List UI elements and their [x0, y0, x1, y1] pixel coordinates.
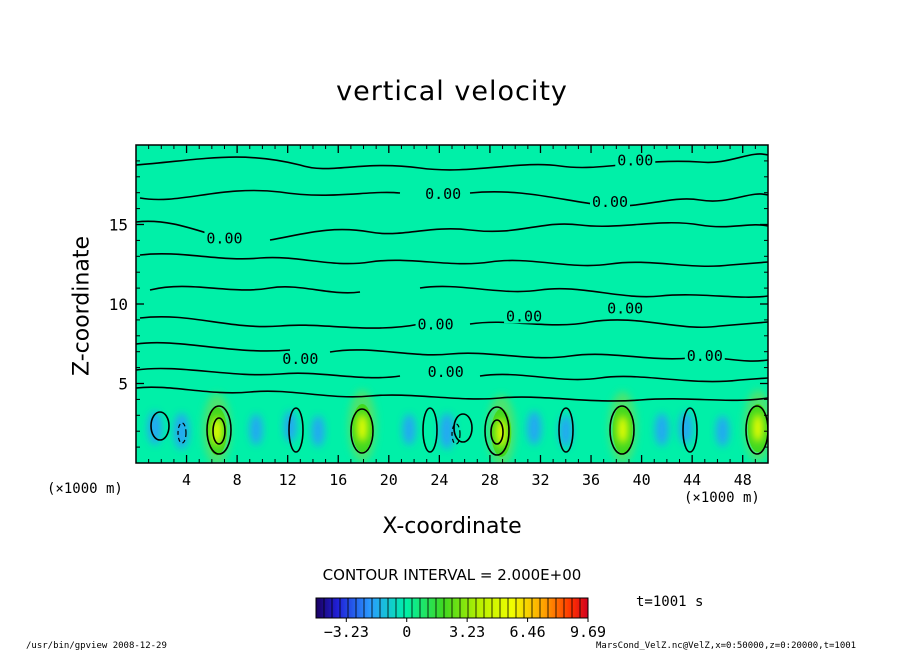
x-tick-label: 8 [233, 471, 242, 489]
x-unit-left-label: (×1000 m) [47, 481, 123, 497]
colorbar-ticks: −3.23 0 3.23 6.46 9.69 [315, 598, 606, 641]
x-tick-label: 16 [329, 471, 347, 489]
x-axis-label: X-coordinate [382, 514, 522, 539]
contour-label-bg [605, 301, 646, 316]
contour-label-bg [425, 364, 466, 379]
contour-value-label: 0.00 [506, 307, 542, 325]
contour-value-label: 0.00 [206, 229, 242, 247]
contour-label-bg [684, 349, 725, 364]
updraft-core [752, 414, 763, 443]
x-tick-label: 4 [182, 471, 191, 489]
contour-label-bg [415, 317, 456, 332]
x-tick-label: 44 [683, 471, 701, 489]
downdraft-cell [249, 414, 263, 446]
contour-value-label: 0.00 [428, 363, 464, 381]
colorbar-tick-label: 6.46 [510, 623, 546, 641]
updraft-core [496, 418, 507, 447]
x-tick-label: 20 [380, 471, 398, 489]
contour-value-label: 0.00 [607, 299, 643, 317]
downdraft-cell [311, 415, 325, 447]
contour-value-label: 0.00 [418, 315, 454, 333]
updraft-core [617, 415, 628, 444]
x-tick-label: 36 [582, 471, 600, 489]
colorbar-tick-label: 9.69 [570, 623, 606, 641]
time-label: t=1001 s [636, 594, 704, 610]
colorbar-tick-label: 0 [402, 623, 411, 641]
downdraft-cell [402, 414, 416, 446]
downdraft-cell [715, 415, 730, 447]
contour-interval-label: CONTOUR INTERVAL = 2.000E+00 [322, 566, 582, 584]
downdraft-cell [558, 414, 573, 448]
footer-source-label: MarsCond_VelZ.nc@VelZ,x=0:50000,z=0:2000… [596, 641, 857, 651]
updraft-core [357, 414, 368, 443]
contour-label-bg [615, 153, 656, 168]
downdraft-cell [654, 413, 669, 446]
contour-labels: 0.00 0.00 0.00 0.00 0.00 0.00 0.00 0.00 0.00 0.00 [204, 151, 725, 381]
contour-label-bg [280, 352, 321, 367]
contour-label-bg [204, 231, 245, 246]
colorbar-tick-label: 3.23 [449, 623, 485, 641]
x-tick-label: 48 [734, 471, 752, 489]
contour-label-bg [590, 194, 630, 209]
contour-lines [136, 153, 768, 456]
contour-value-label: 0.00 [282, 350, 318, 368]
contour-value-label: 0.00 [425, 185, 461, 203]
x-tick-label: 24 [430, 471, 448, 489]
contour-value-label: 0.00 [617, 151, 653, 169]
x-tick-label: 40 [633, 471, 651, 489]
chart-title: vertical velocity [336, 76, 568, 107]
contour-label-bg [423, 186, 464, 201]
footer-command-label: /usr/bin/gpview 2008-12-29 [26, 641, 167, 651]
negative-contours [177, 422, 461, 445]
downdraft-cell [678, 411, 693, 445]
contour-label-bg [504, 309, 545, 324]
x-tick-label: 28 [481, 471, 499, 489]
downdraft-cell [527, 411, 542, 445]
x-unit-right-label: (×1000 m) [684, 490, 760, 506]
downdraft-cell [283, 410, 297, 443]
downdraft-cell [173, 413, 190, 450]
contour-value-label: 0.00 [687, 347, 723, 365]
x-tick-label: 32 [531, 471, 549, 489]
colorbar-tick-label: −3.23 [324, 623, 369, 641]
y-tick-label: 15 [109, 216, 128, 235]
y-tick-label: 10 [109, 295, 128, 314]
x-tick-label: 12 [279, 471, 297, 489]
contour-value-label: 0.00 [592, 193, 628, 211]
y-tick-label: 5 [118, 375, 128, 394]
downdraft-cell [439, 413, 455, 450]
